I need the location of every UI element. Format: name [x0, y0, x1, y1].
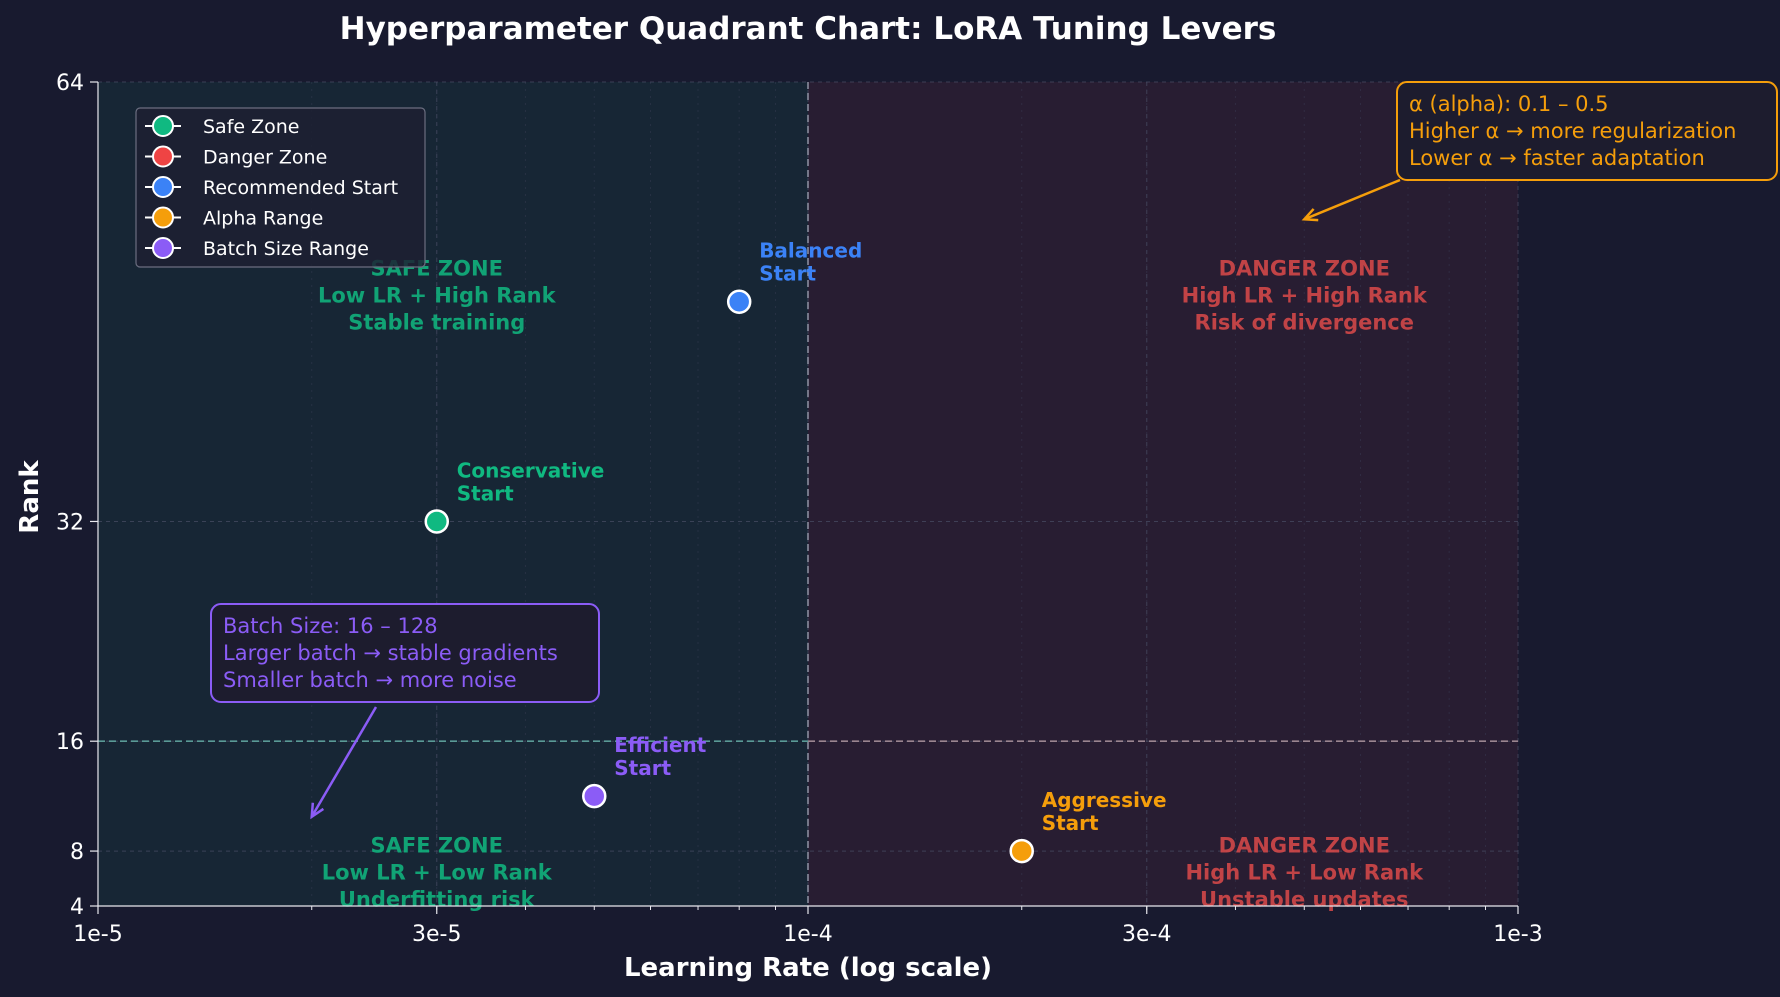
legend-label: Danger Zone: [203, 147, 327, 169]
zone-label-line: DANGER ZONE: [1219, 834, 1390, 858]
axes: 1e-5 3e-5 1e-4 3e-4 1e-3 4 8 16 32 64: [56, 71, 1543, 947]
annotation-text-line: Larger batch → stable gradients: [223, 641, 558, 665]
annotation-text-line: Lower α → faster adaptation: [1409, 146, 1705, 170]
data-point: [424, 509, 450, 534]
annotation-box: Batch Size: 16 – 128 Larger batch → stabl…: [210, 603, 600, 820]
annotation-frame: [210, 603, 600, 703]
data-point-label-line: Start: [614, 756, 671, 780]
zone-label: DANGER ZONE High LR + High Rank Risk of di…: [1182, 257, 1428, 335]
legend-frame: [135, 107, 426, 268]
data-point-label-line: Efficient: [614, 733, 706, 757]
zone-label: DANGER ZONE High LR + Low Rank Unstable up…: [1185, 834, 1424, 912]
legend-entry: Batch Size Range: [145, 237, 369, 260]
data-point-label: Balanced Start: [759, 239, 862, 286]
legend-marker: [152, 237, 174, 259]
data-point-label: Aggressive Start: [1042, 788, 1167, 835]
data-point-label-line: Start: [1042, 811, 1099, 835]
legend-marker: [152, 145, 174, 168]
legend-label: Alpha Range: [203, 208, 323, 230]
legend: Safe Zone Danger Zone Recommended Start Alp…: [135, 107, 426, 268]
data-point: [582, 783, 607, 809]
danger-zone-background: [808, 82, 1518, 906]
annotation-arrowhead: [310, 802, 325, 820]
legend-marker: [152, 206, 174, 229]
data-point: [1009, 838, 1034, 864]
threshold-lines: [98, 82, 1518, 906]
data-point: [726, 289, 752, 314]
x-tick-label: 1e-3: [1493, 922, 1542, 947]
y-tick-label: 8: [70, 840, 84, 865]
data-point-label-line: Aggressive: [1042, 788, 1167, 812]
annotation-text-line: α (alpha): 0.1 – 0.5: [1409, 92, 1609, 116]
zone-label-line: Low LR + High Rank: [318, 284, 557, 308]
legend-marker: [152, 176, 174, 198]
data-point-label: Efficient Start: [614, 733, 706, 780]
annotation-box: α (alpha): 0.1 – 0.5 Higher α → more regu…: [1301, 81, 1778, 222]
annotation-text: α (alpha): 0.1 – 0.5 Higher α → more regu…: [1409, 92, 1736, 170]
annotation-frame: [1396, 81, 1778, 181]
x-tick-label: 3e-4: [1122, 922, 1171, 947]
zone-label: SAFE ZONE Low LR + High Rank Stable traini…: [318, 257, 557, 335]
legend-label: Batch Size Range: [203, 238, 369, 260]
annotation-arrowhead: [1301, 208, 1319, 222]
annotation-text: Batch Size: 16 – 128 Larger batch → stabl…: [223, 614, 558, 692]
chart-title: Hyperparameter Quadrant Chart: LoRA Tuni…: [340, 11, 1277, 47]
zone-label-line: SAFE ZONE: [371, 834, 503, 858]
data-point-label-line: Conservative: [457, 458, 605, 482]
zone-labels: SAFE ZONE Low LR + High Rank Stable traini…: [318, 257, 1428, 912]
y-tick-label: 16: [56, 730, 84, 755]
data-point-label-line: Balanced: [759, 239, 862, 263]
data-point-label: Conservative Start: [457, 458, 605, 505]
zone-label-line: Low LR + Low Rank: [322, 861, 553, 885]
x-axis-label: Learning Rate (log scale): [624, 953, 992, 983]
annotation-arrow: [310, 706, 378, 818]
zone-label-line: High LR + Low Rank: [1185, 861, 1424, 885]
x-tick-label: 1e-5: [73, 922, 122, 947]
y-tick-label: 32: [56, 510, 84, 535]
annotation-text-line: Smaller batch → more noise: [223, 668, 517, 692]
y-axis-label: Rank: [15, 460, 45, 534]
annotation-text-line: Batch Size: 16 – 128: [223, 614, 438, 638]
zone-label: SAFE ZONE Low LR + Low Rank Underfitting r…: [322, 834, 553, 912]
y-tick-label: 4: [70, 895, 84, 920]
legend-marker: [152, 115, 174, 137]
data-point-label-line: Start: [457, 481, 514, 505]
annotation-arrow: [1303, 178, 1401, 221]
legend-label: Safe Zone: [203, 116, 300, 138]
annotation-text-line: Higher α → more regularization: [1409, 119, 1736, 143]
grid: [97, 81, 1519, 907]
legend-entry: Danger Zone: [145, 145, 327, 169]
x-tick-label: 3e-5: [412, 922, 461, 947]
zone-label-line: DANGER ZONE: [1219, 257, 1390, 281]
zone-label-line: High LR + High Rank: [1182, 284, 1428, 308]
y-tick-label: 64: [56, 71, 84, 96]
annotations: α (alpha): 0.1 – 0.5 Higher α → more regu…: [210, 81, 1778, 820]
legend-entry: Alpha Range: [145, 206, 323, 230]
legend-label: Recommended Start: [203, 177, 398, 199]
zone-label-line: Stable training: [348, 311, 525, 335]
legend-entry: Safe Zone: [145, 115, 300, 138]
data-point-label-line: Start: [759, 262, 816, 286]
legend-entry: Recommended Start: [145, 176, 398, 199]
zone-label-line: Risk of divergence: [1195, 311, 1414, 335]
x-tick-label: 1e-4: [783, 922, 832, 947]
